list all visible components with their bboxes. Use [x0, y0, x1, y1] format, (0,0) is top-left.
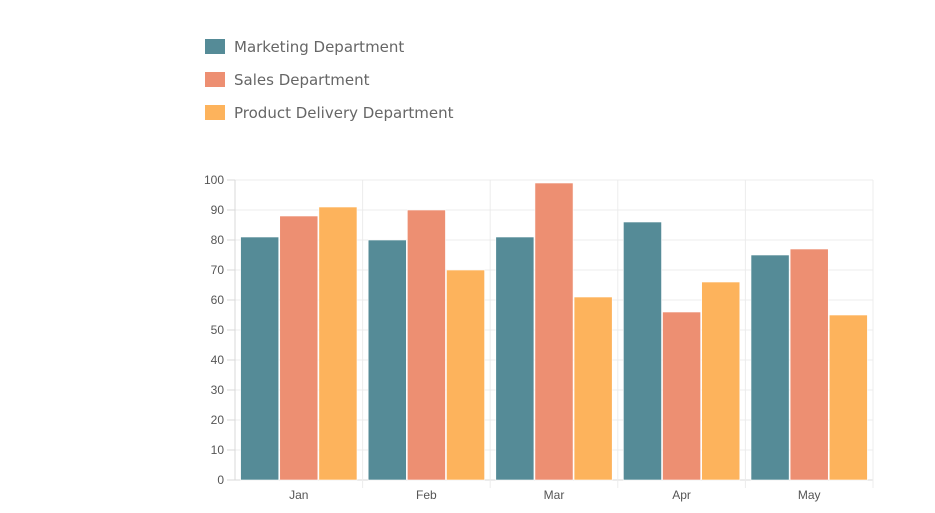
x-tick-label: Jan: [289, 488, 308, 502]
legend-item-sales[interactable]: Sales Department: [205, 63, 454, 96]
axes: 0 10 20 30 40 50 60 70 80 90 100 Jan Feb Mar Apr May: [204, 173, 821, 502]
bar-marketing-department-apr: [623, 221, 662, 481]
bar-product-delivery-department-mar: [573, 296, 613, 481]
x-tick-label: Feb: [416, 488, 437, 502]
bar-product-delivery-department-jan: [318, 206, 358, 481]
bar-sales-department-feb: [407, 209, 446, 481]
bar-marketing-department-jan: [240, 236, 280, 481]
y-tick-label: 80: [211, 233, 225, 247]
y-tick-label: 10: [211, 443, 225, 457]
bar-marketing-department-may: [750, 254, 790, 481]
legend-label-sales: Sales Department: [234, 70, 370, 89]
y-tick-label: 30: [211, 383, 225, 397]
x-tick-label: May: [798, 488, 821, 502]
x-tick-label: Apr: [672, 488, 691, 502]
chart-legend: Marketing Department Sales Department Pr…: [205, 30, 454, 129]
legend-swatch-marketing: [205, 39, 225, 54]
bars: [240, 182, 868, 481]
legend-label-marketing: Marketing Department: [234, 37, 405, 56]
y-tick-label: 90: [211, 203, 225, 217]
bar-sales-department-may: [789, 248, 829, 481]
bar-product-delivery-department-feb: [446, 269, 485, 481]
y-tick-label: 100: [204, 173, 224, 187]
y-tick-label: 70: [211, 263, 225, 277]
y-tick-label: 60: [211, 293, 225, 307]
bar-sales-department-apr: [662, 311, 701, 481]
legend-item-marketing[interactable]: Marketing Department: [205, 30, 454, 63]
bar-marketing-department-feb: [367, 239, 407, 481]
bar-product-delivery-department-may: [828, 314, 868, 481]
legend-item-product-delivery[interactable]: Product Delivery Department: [205, 96, 454, 129]
legend-swatch-product-delivery: [205, 105, 225, 120]
bar-sales-department-mar: [534, 182, 574, 481]
legend-label-product-delivery: Product Delivery Department: [234, 103, 454, 122]
y-tick-label: 40: [211, 353, 225, 367]
bar-sales-department-jan: [279, 215, 319, 481]
bar-marketing-department-mar: [495, 236, 535, 481]
legend-swatch-sales: [205, 72, 225, 87]
y-tick-label: 0: [217, 473, 224, 487]
y-tick-label: 50: [211, 323, 225, 337]
x-tick-label: Mar: [544, 488, 565, 502]
y-tick-label: 20: [211, 413, 225, 427]
bar-product-delivery-department-apr: [701, 281, 741, 481]
